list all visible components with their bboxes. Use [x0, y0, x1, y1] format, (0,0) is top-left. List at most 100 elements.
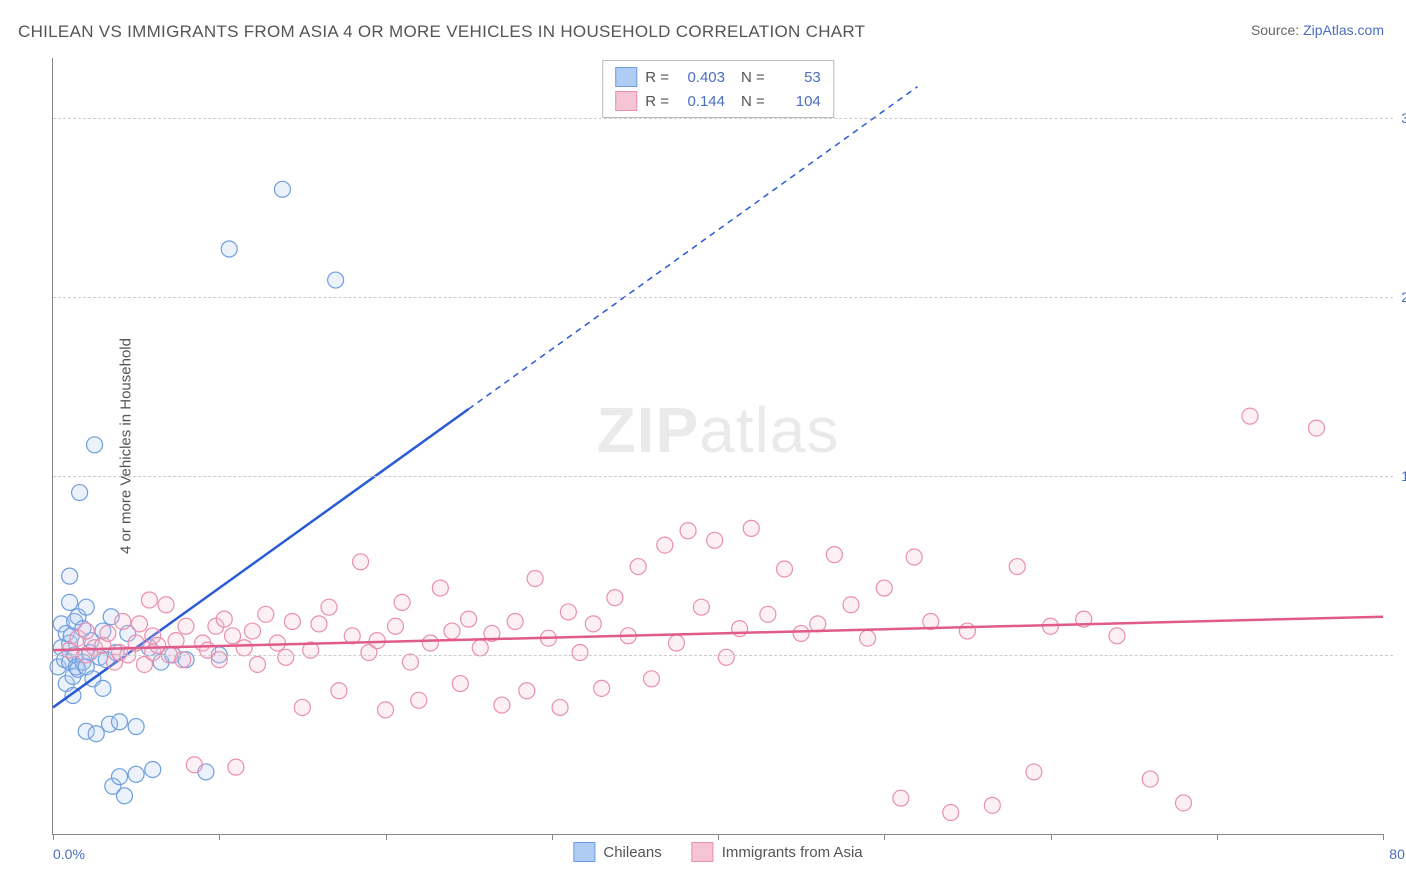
data-point [115, 613, 131, 629]
data-point [444, 623, 460, 639]
source-attribution: Source: ZipAtlas.com [1251, 22, 1384, 38]
data-point [959, 623, 975, 639]
data-point [585, 616, 601, 632]
data-point [112, 714, 128, 730]
data-point [760, 606, 776, 622]
data-point [657, 537, 673, 553]
series-legend-label: Chileans [603, 844, 661, 861]
stats-legend: R =0.403N =53R =0.144N =104 [602, 60, 834, 118]
data-point [112, 769, 128, 785]
legend-row: R = 0.403 N = 53 [615, 65, 821, 89]
data-point [432, 580, 448, 596]
source-prefix: Source: [1251, 22, 1303, 38]
gridline [53, 655, 1393, 656]
data-point [258, 606, 274, 622]
data-point [225, 628, 241, 644]
data-point [145, 762, 161, 778]
data-point [1142, 771, 1158, 787]
trend-line-extension [469, 87, 918, 409]
x-tick-mark [1217, 834, 1218, 840]
x-tick-mark [552, 834, 553, 840]
legend-n-label: N = [741, 69, 765, 86]
x-tick-mark [1051, 834, 1052, 840]
data-point [274, 181, 290, 197]
series-legend-item: Immigrants from Asia [692, 842, 863, 862]
data-point [158, 597, 174, 613]
x-tick-mark [1383, 834, 1384, 840]
legend-swatch [692, 842, 714, 862]
data-point [128, 766, 144, 782]
data-point [78, 623, 94, 639]
data-point [186, 757, 202, 773]
legend-swatch [573, 842, 595, 862]
series-legend-label: Immigrants from Asia [722, 844, 863, 861]
legend-n-value: 53 [773, 69, 821, 86]
data-point [116, 788, 132, 804]
data-point [607, 590, 623, 606]
x-axis-max-label: 80.0% [1389, 846, 1406, 862]
source-link[interactable]: ZipAtlas.com [1303, 22, 1384, 38]
legend-r-label: R = [645, 93, 669, 110]
data-point [876, 580, 892, 596]
data-point [1026, 764, 1042, 780]
data-point [321, 599, 337, 615]
data-point [777, 561, 793, 577]
data-point [810, 616, 826, 632]
data-point [269, 635, 285, 651]
data-point [707, 532, 723, 548]
x-tick-mark [53, 834, 54, 840]
data-point [131, 616, 147, 632]
data-point [984, 797, 1000, 813]
x-axis-min-label: 0.0% [53, 846, 85, 862]
data-point [141, 592, 157, 608]
data-point [594, 680, 610, 696]
y-tick-label: 22.5% [1387, 289, 1406, 305]
data-point [630, 559, 646, 575]
data-point [128, 719, 144, 735]
chart-title: CHILEAN VS IMMIGRANTS FROM ASIA 4 OR MOR… [18, 22, 865, 42]
x-tick-mark [884, 834, 885, 840]
legend-swatch [615, 91, 637, 111]
data-point [527, 571, 543, 587]
y-tick-label: 7.5% [1387, 647, 1406, 663]
x-tick-mark [386, 834, 387, 840]
data-point [843, 597, 859, 613]
data-point [78, 599, 94, 615]
data-point [394, 594, 410, 610]
data-point [893, 790, 909, 806]
data-point [572, 645, 588, 661]
data-point [294, 699, 310, 715]
data-point [906, 549, 922, 565]
data-point [422, 635, 438, 651]
data-point [743, 520, 759, 536]
data-point [668, 635, 684, 651]
data-point [216, 611, 232, 627]
data-point [494, 697, 510, 713]
data-point [88, 726, 104, 742]
x-tick-mark [219, 834, 220, 840]
legend-r-value: 0.403 [677, 69, 725, 86]
data-point [369, 633, 385, 649]
data-point [95, 680, 111, 696]
data-point [411, 692, 427, 708]
data-point [402, 654, 418, 670]
data-point [236, 640, 252, 656]
data-point [644, 671, 660, 687]
legend-n-value: 104 [773, 93, 821, 110]
data-point [378, 702, 394, 718]
legend-r-label: R = [645, 69, 669, 86]
data-point [461, 611, 477, 627]
data-point [72, 485, 88, 501]
data-point [1309, 420, 1325, 436]
data-point [943, 805, 959, 821]
data-point [311, 616, 327, 632]
data-point [245, 623, 261, 639]
plot-area: ZIPatlas R =0.403N =53R =0.144N =104 Chi… [52, 58, 1383, 835]
gridline [53, 118, 1393, 119]
data-point [472, 640, 488, 656]
data-point [249, 656, 265, 672]
legend-swatch [615, 67, 637, 87]
data-point [387, 618, 403, 634]
data-point [507, 613, 523, 629]
data-point [278, 649, 294, 665]
